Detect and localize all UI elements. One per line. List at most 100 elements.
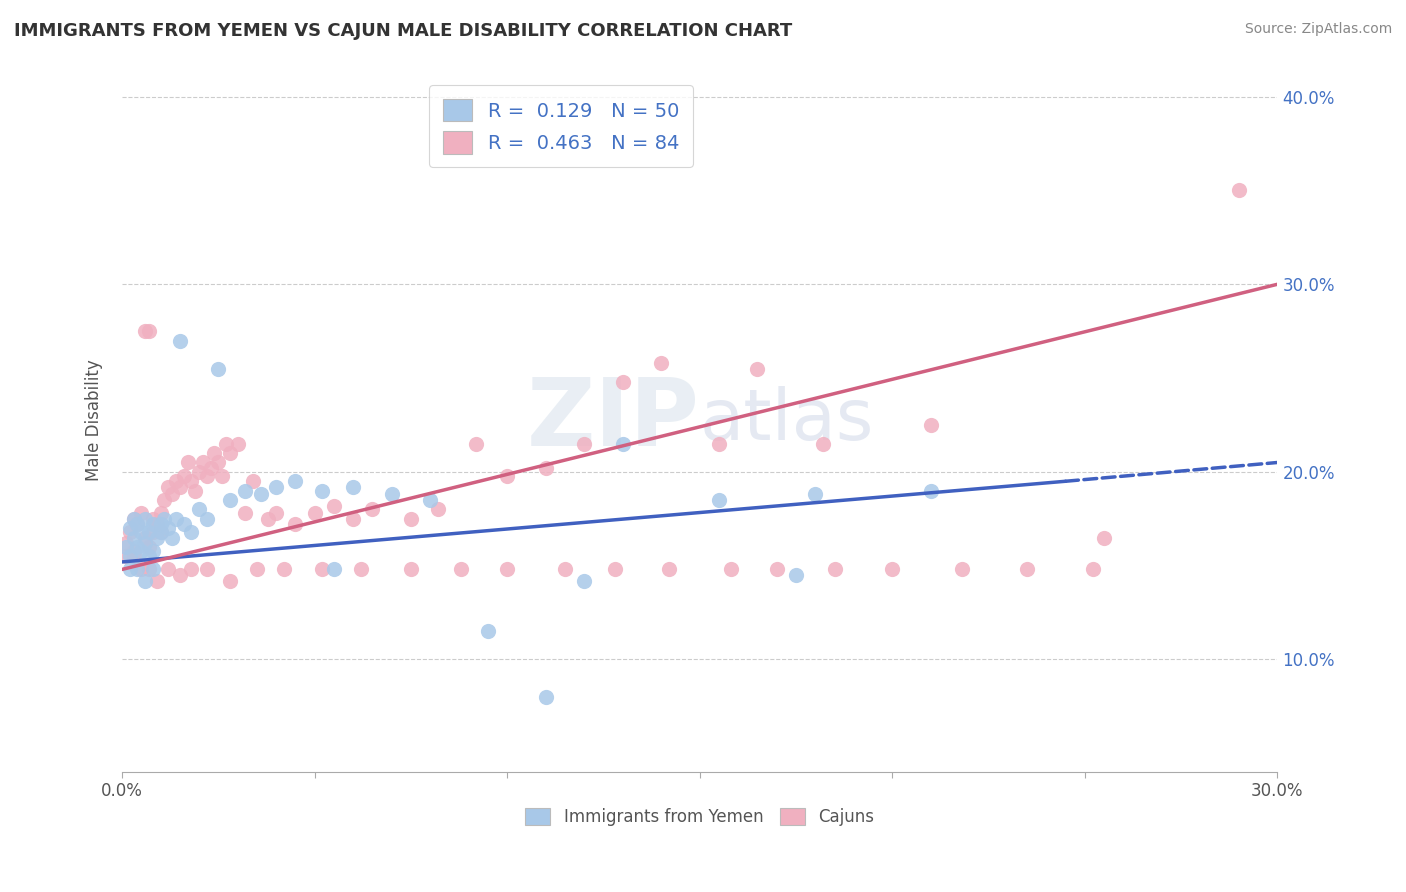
Point (115, 540, 138, 554)
Point (534, 690, 557, 704)
Point (157, 521, 180, 535)
Point (207, 455, 229, 469)
Point (707, 436, 730, 450)
Point (361, 502, 384, 516)
Point (534, 461, 557, 475)
Point (122, 512, 145, 526)
Point (246, 562, 269, 576)
Point (127, 562, 149, 576)
Point (882, 562, 904, 576)
Point (747, 361, 769, 376)
Text: IMMIGRANTS FROM YEMEN VS CAJUN MALE DISABILITY CORRELATION CHART: IMMIGRANTS FROM YEMEN VS CAJUN MALE DISA… (14, 22, 793, 40)
Text: Source: ZipAtlas.com: Source: ZipAtlas.com (1244, 22, 1392, 37)
Point (115, 536, 138, 550)
Point (118, 562, 141, 576)
Point (304, 506, 326, 520)
Point (603, 562, 626, 576)
Point (188, 465, 211, 479)
Point (1227, 184, 1250, 198)
Point (658, 562, 681, 576)
Point (149, 524, 172, 539)
Point (612, 436, 634, 450)
Point (496, 562, 519, 576)
Point (142, 524, 165, 539)
Point (1081, 562, 1104, 576)
Point (118, 549, 141, 564)
Point (264, 480, 287, 494)
Point (707, 493, 730, 508)
Point (142, 512, 165, 526)
Point (465, 436, 488, 450)
Point (176, 455, 198, 469)
Point (131, 543, 153, 558)
Point (195, 512, 218, 526)
Point (215, 436, 238, 450)
Point (169, 334, 191, 348)
Point (149, 517, 172, 532)
Point (122, 549, 145, 564)
Point (219, 493, 242, 508)
Point (311, 562, 333, 576)
Point (165, 512, 187, 526)
Point (138, 540, 160, 554)
Point (257, 512, 280, 526)
Point (153, 493, 176, 508)
Point (173, 468, 195, 483)
Point (134, 536, 156, 550)
Point (138, 324, 160, 338)
Point (180, 562, 202, 576)
Point (127, 517, 149, 532)
Point (153, 512, 176, 526)
Point (122, 543, 145, 558)
Point (264, 506, 287, 520)
Point (118, 524, 141, 539)
Point (273, 562, 295, 576)
Point (920, 417, 942, 432)
Point (811, 436, 834, 450)
Point (131, 524, 153, 539)
Point (142, 562, 165, 576)
Point (249, 487, 271, 501)
Point (233, 506, 256, 520)
Point (1015, 562, 1038, 576)
Point (149, 506, 172, 520)
Point (200, 461, 222, 475)
Point (204, 446, 226, 460)
Point (127, 540, 149, 554)
Point (184, 483, 207, 498)
Point (226, 436, 249, 450)
Point (399, 562, 422, 576)
Point (188, 502, 211, 516)
Point (157, 562, 180, 576)
Point (169, 568, 191, 582)
Point (122, 512, 145, 526)
Point (138, 549, 160, 564)
Text: atlas: atlas (700, 385, 875, 455)
Point (131, 506, 153, 520)
Point (131, 562, 153, 576)
Point (122, 531, 145, 545)
Point (284, 517, 307, 532)
Point (450, 562, 472, 576)
Point (342, 480, 364, 494)
Point (149, 524, 172, 539)
Point (115, 549, 138, 564)
Point (157, 480, 180, 494)
Point (195, 468, 218, 483)
Point (211, 468, 233, 483)
Point (496, 468, 519, 483)
Point (145, 531, 167, 545)
Point (322, 499, 344, 513)
Point (920, 483, 942, 498)
Point (242, 475, 264, 489)
Point (207, 361, 229, 376)
Point (173, 517, 195, 532)
Point (322, 562, 344, 576)
Point (127, 517, 149, 532)
Text: ZIP: ZIP (527, 375, 700, 467)
Point (419, 493, 441, 508)
Point (650, 356, 672, 370)
Point (399, 512, 422, 526)
Point (720, 562, 742, 576)
Point (572, 436, 595, 450)
